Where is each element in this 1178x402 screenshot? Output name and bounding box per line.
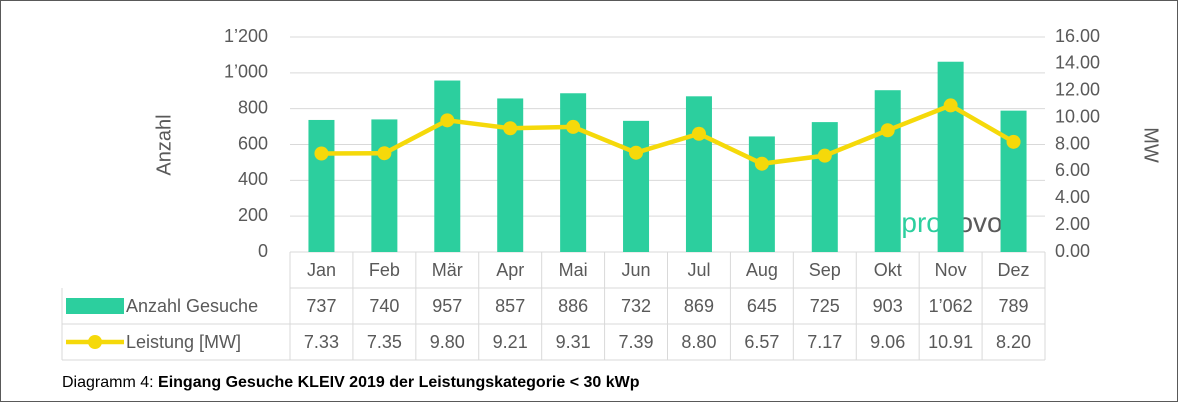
y2-tick-label: 4.00	[1055, 187, 1090, 207]
table-value: 869	[684, 296, 714, 316]
bar	[308, 119, 335, 253]
table-value: 886	[558, 296, 588, 316]
bar	[685, 96, 712, 252]
bar	[560, 93, 587, 252]
table-value: 8.20	[996, 332, 1031, 352]
y-tick-label: 1’000	[224, 62, 268, 82]
caption-prefix: Diagramm 4:	[62, 374, 154, 391]
y2-tick-label: 2.00	[1055, 214, 1090, 234]
y-axis-label: Anzahl	[153, 114, 175, 175]
legend-point	[88, 335, 102, 349]
x-tick-label: Dez	[998, 260, 1030, 280]
x-tick-label: Jun	[622, 260, 651, 280]
bar	[811, 122, 838, 253]
line	[321, 103, 1015, 166]
y2-tick-label: 0.00	[1055, 241, 1090, 261]
table-value: 10.91	[928, 332, 973, 352]
y2-tick-label: 6.00	[1055, 160, 1090, 180]
bar	[623, 120, 650, 252]
x-tick-label: Sep	[809, 260, 841, 280]
point	[503, 121, 518, 136]
table-value: 957	[432, 296, 462, 316]
table-value: 903	[873, 296, 903, 316]
table-value: 7.39	[619, 332, 654, 352]
bar	[748, 136, 775, 252]
bar	[1000, 110, 1027, 252]
table-value: 7.33	[304, 332, 339, 352]
y-tick-label: 600	[238, 133, 268, 153]
legend-swatch	[66, 298, 124, 314]
table-value: 857	[495, 296, 525, 316]
point	[943, 98, 958, 113]
table-value: 732	[621, 296, 651, 316]
table-value: 7.35	[367, 332, 402, 352]
table-value: 9.80	[430, 332, 465, 352]
table-value: 9.31	[556, 332, 591, 352]
table-value: 7.17	[807, 332, 842, 352]
table-value: 645	[747, 296, 777, 316]
table-value: 8.80	[681, 332, 716, 352]
y-tick-label: 400	[238, 169, 268, 189]
bar	[874, 90, 901, 253]
point	[754, 156, 769, 171]
table-value: 740	[369, 296, 399, 316]
caption: Diagramm 4: Eingang Gesuche KLEIV 2019 d…	[62, 374, 640, 391]
point	[440, 113, 455, 128]
bar	[434, 80, 461, 252]
x-tick-label: Jan	[307, 260, 336, 280]
table-value: 6.57	[744, 332, 779, 352]
bar	[937, 61, 964, 252]
table-value: 9.21	[493, 332, 528, 352]
x-tick-label: Mai	[559, 260, 588, 280]
legend-label: Anzahl Gesuche	[126, 296, 258, 316]
y-tick-label: 0	[258, 241, 268, 261]
y2-tick-label: 8.00	[1055, 133, 1090, 153]
table-value: 9.06	[870, 332, 905, 352]
point	[817, 148, 832, 163]
table-value: 789	[999, 296, 1029, 316]
point	[1006, 134, 1021, 149]
x-tick-label: Nov	[935, 260, 967, 280]
y2-tick-label: 12.00	[1055, 80, 1100, 100]
point	[629, 145, 644, 160]
y2-axis-label: MW	[1140, 127, 1162, 163]
point	[691, 126, 706, 141]
legend-label: Leistung [MW]	[126, 332, 241, 352]
y-tick-label: 200	[238, 205, 268, 225]
y2-tick-label: 16.00	[1055, 26, 1100, 46]
table-value: 737	[306, 296, 336, 316]
y2-tick-label: 10.00	[1055, 106, 1100, 126]
x-tick-label: Jul	[687, 260, 710, 280]
bar	[371, 119, 398, 253]
y-tick-label: 1’200	[224, 26, 268, 46]
caption-text: Eingang Gesuche KLEIV 2019 der Leistungs…	[158, 374, 640, 391]
point	[314, 146, 329, 161]
table-value: 1’062	[929, 296, 973, 316]
x-tick-label: Mär	[432, 260, 463, 280]
point	[377, 146, 392, 161]
x-tick-label: Aug	[746, 260, 778, 280]
x-tick-label: Okt	[874, 260, 902, 280]
point	[566, 119, 581, 134]
table-value: 725	[810, 296, 840, 316]
x-tick-label: Apr	[496, 260, 524, 280]
point	[880, 123, 895, 138]
logo-part: pro	[901, 207, 941, 238]
x-tick-label: Feb	[369, 260, 400, 280]
y2-tick-label: 14.00	[1055, 53, 1100, 73]
y-tick-label: 800	[238, 97, 268, 117]
